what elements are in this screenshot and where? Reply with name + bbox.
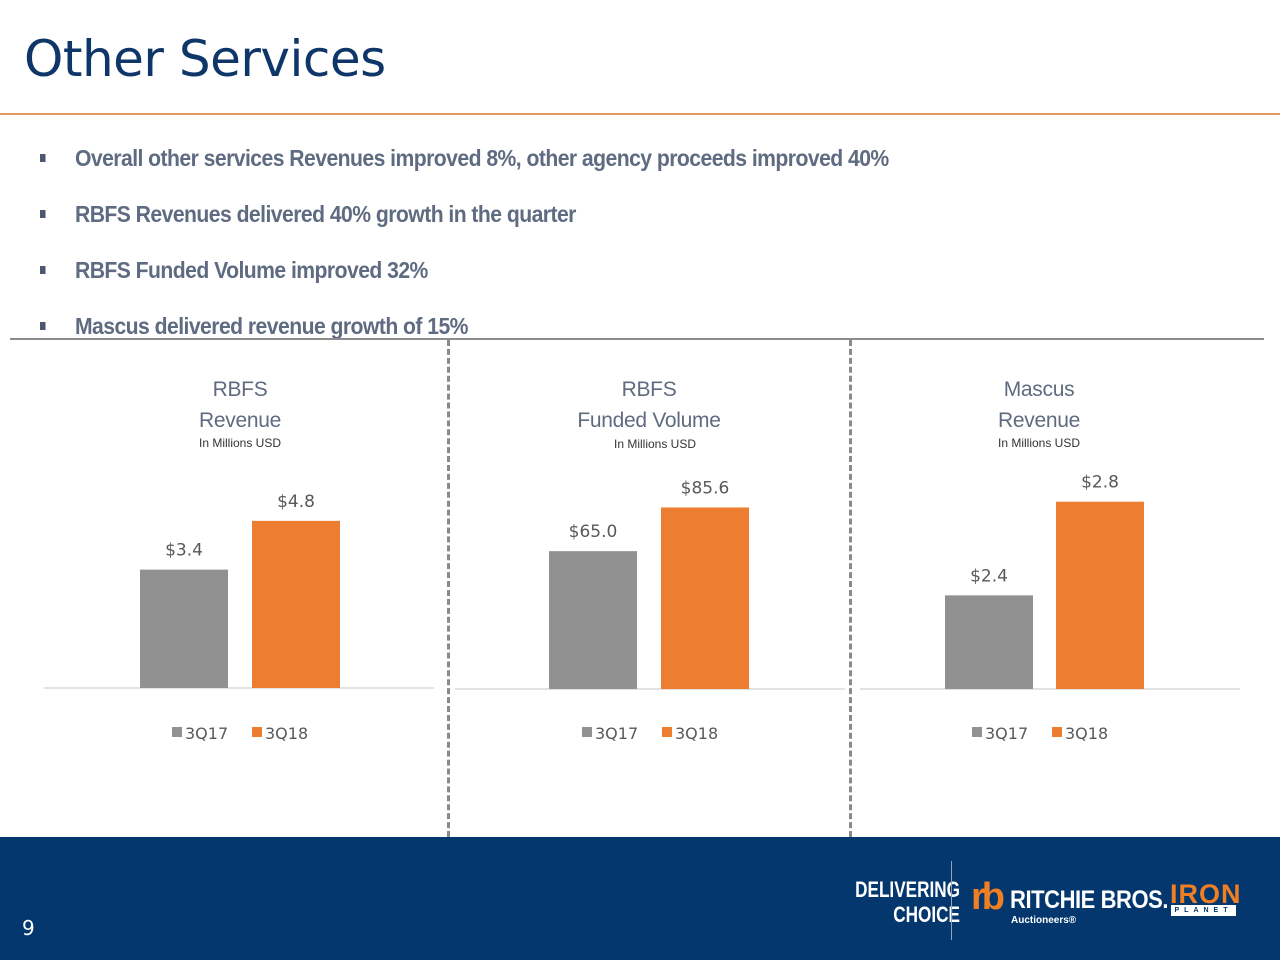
data-label: $2.4 <box>970 566 1008 586</box>
legend-swatch-3q17 <box>172 727 182 737</box>
legend-label: 3Q18 <box>675 724 718 743</box>
bullet-text: RBFS Revenues delivered 40% growth in th… <box>74 200 576 227</box>
footer-bar <box>0 837 1280 960</box>
data-label: $85.6 <box>681 478 730 498</box>
legend-swatch-3q18 <box>662 727 672 737</box>
bullet-text: Mascus delivered revenue growth of 15% <box>74 312 469 339</box>
panel-title-mascus-revenue: Mascus Revenue <box>889 374 1189 436</box>
section-divider <box>10 338 1264 340</box>
legend-label: 3Q17 <box>185 724 228 743</box>
slide-title: Other Services <box>24 30 386 88</box>
data-label: $65.0 <box>569 522 618 542</box>
bar-3q18 <box>661 507 749 689</box>
logo-line2: CHOICE <box>893 902 960 927</box>
ironplanet-logo-subtext: PLANET <box>1171 905 1236 916</box>
panel-subtitle: In Millions USD <box>198 436 282 450</box>
panel-title-line2: Revenue <box>199 409 281 432</box>
logo-divider <box>951 861 952 940</box>
bullet-square-icon <box>40 154 46 162</box>
bullet-item: RBFS Revenues delivered 40% growth in th… <box>40 186 889 242</box>
panel-title-line1: RBFS <box>621 378 677 401</box>
ritchie-bros-rb-icon: rb <box>971 876 1005 918</box>
legend-label: 3Q18 <box>265 724 308 743</box>
panel-subtitle: In Millions USD <box>613 437 697 451</box>
bullet-square-icon <box>40 210 46 218</box>
legend-label: 3Q17 <box>595 724 638 743</box>
page-number: 9 <box>22 916 35 940</box>
bar-3q17 <box>140 569 228 688</box>
bullet-text: RBFS Funded Volume improved 32% <box>74 256 428 283</box>
bar-3q18 <box>252 520 340 688</box>
panel-title-line1: RBFS <box>212 378 268 401</box>
panel-divider-dashed <box>849 340 852 837</box>
data-label: $4.8 <box>277 492 315 512</box>
panel-title-line2: Revenue <box>998 409 1080 432</box>
panel-title-rbfs-revenue: RBFS Revenue <box>90 374 390 436</box>
bullet-text: Overall other services Revenues improved… <box>74 144 889 171</box>
ironplanet-logo-text: IRON <box>1170 879 1242 909</box>
data-label: $2.8 <box>1081 473 1119 493</box>
bullet-item: RBFS Funded Volume improved 32% <box>40 242 889 298</box>
ritchie-bros-logo-subtext: Auctioneers® <box>1011 915 1077 926</box>
data-label: $3.4 <box>165 541 203 561</box>
panel-title-line1: Mascus <box>1003 378 1075 401</box>
bar-3q18 <box>1056 501 1144 689</box>
bullet-item: Mascus delivered revenue growth of 15% <box>40 298 889 354</box>
legend-swatch-3q17 <box>582 727 592 737</box>
delivering-choice-logo: DELIVERING CHOICE <box>855 877 960 927</box>
panel-title-line2: Funded Volume <box>577 409 721 432</box>
bullet-square-icon <box>40 322 46 330</box>
panel-title-rbfs-funded-volume: RBFS Funded Volume <box>499 374 799 436</box>
bullet-square-icon <box>40 266 46 274</box>
bullet-list: Overall other services Revenues improved… <box>40 130 963 354</box>
legend-swatch-3q17 <box>972 727 982 737</box>
bar-charts: $3.4 3Q17 $4.8 3Q18 $65.0 3Q17 $85.6 3Q18 $2.4 3Q… <box>44 473 1240 743</box>
bullet-item: Overall other services Revenues improved… <box>40 130 889 186</box>
legend-swatch-3q18 <box>1052 727 1062 737</box>
panel-divider-dashed <box>447 340 450 837</box>
panel-subtitle: In Millions USD <box>997 436 1081 450</box>
legend-label: 3Q18 <box>1065 724 1108 743</box>
bar-3q17 <box>945 595 1033 689</box>
bar-3q17 <box>549 551 637 689</box>
legend-swatch-3q18 <box>252 727 262 737</box>
title-divider <box>0 113 1280 115</box>
ritchie-bros-logo-text: RITCHIE BROS. <box>1010 886 1169 914</box>
logo-line1: DELIVERING <box>855 877 960 902</box>
legend-label: 3Q17 <box>985 724 1028 743</box>
